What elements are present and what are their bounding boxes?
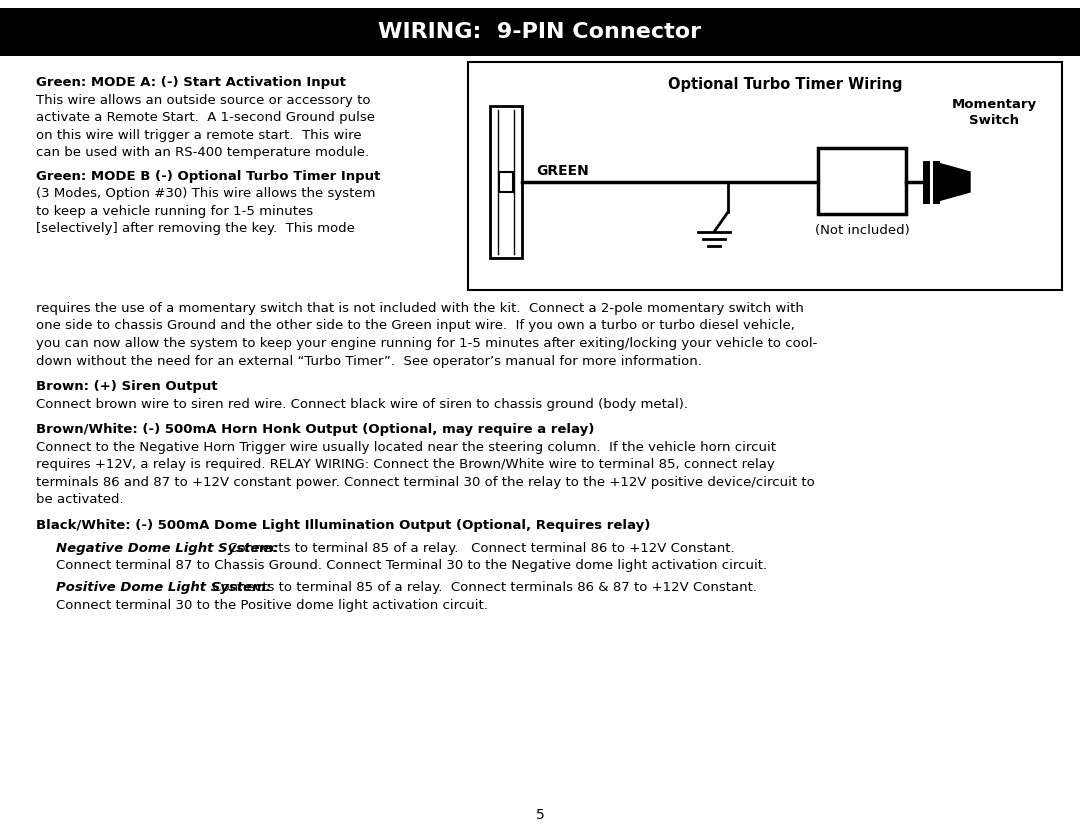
Text: on this wire will trigger a remote start.  This wire: on this wire will trigger a remote start… — [36, 128, 362, 142]
Text: Brown/White: (-) 500mA Horn Honk Output (Optional, may require a relay): Brown/White: (-) 500mA Horn Honk Output … — [36, 423, 594, 436]
Text: Green: MODE B (-) Optional Turbo Timer Input: Green: MODE B (-) Optional Turbo Timer I… — [36, 169, 380, 183]
Text: terminals 86 and 87 to +12V constant power. Connect terminal 30 of the relay to : terminals 86 and 87 to +12V constant pow… — [36, 475, 814, 489]
Text: one side to chassis Ground and the other side to the Green input wire.  If you o: one side to chassis Ground and the other… — [36, 319, 795, 333]
Text: Connect terminal 30 to the Positive dome light activation circuit.: Connect terminal 30 to the Positive dome… — [56, 599, 488, 611]
Text: be activated.: be activated. — [36, 493, 123, 506]
Text: you can now allow the system to keep your engine running for 1-5 minutes after e: you can now allow the system to keep you… — [36, 337, 818, 350]
Text: Optional Turbo Timer Wiring: Optional Turbo Timer Wiring — [667, 77, 902, 92]
Text: Connect terminal 87 to Chassis Ground. Connect Terminal 30 to the Negative dome : Connect terminal 87 to Chassis Ground. C… — [56, 560, 767, 572]
Text: Positive Dome Light System:: Positive Dome Light System: — [56, 581, 271, 594]
Text: (Not included): (Not included) — [814, 224, 909, 237]
Polygon shape — [934, 162, 970, 202]
Text: requires the use of a momentary switch that is not included with the kit.  Conne: requires the use of a momentary switch t… — [36, 302, 804, 315]
Text: [selectively] after removing the key.  This mode: [selectively] after removing the key. Th… — [36, 222, 355, 235]
Text: Momentary
Switch: Momentary Switch — [951, 98, 1037, 127]
Text: Negative Dome Light System:: Negative Dome Light System: — [56, 542, 279, 555]
Text: Black/White: (-) 500mA Dome Light Illumination Output (Optional, Requires relay): Black/White: (-) 500mA Dome Light Illumi… — [36, 519, 650, 531]
Text: Connects to terminal 85 of a relay.   Connect terminal 86 to +12V Constant.: Connects to terminal 85 of a relay. Conn… — [224, 542, 734, 555]
Text: Brown: (+) Siren Output: Brown: (+) Siren Output — [36, 380, 218, 393]
Bar — [818, 148, 906, 214]
Text: Connect to the Negative Horn Trigger wire usually located near the steering colu: Connect to the Negative Horn Trigger wir… — [36, 440, 777, 454]
Text: Green: MODE A: (-) Start Activation Input: Green: MODE A: (-) Start Activation Inpu… — [36, 76, 346, 89]
Bar — [490, 106, 522, 258]
Text: activate a Remote Start.  A 1-second Ground pulse: activate a Remote Start. A 1-second Grou… — [36, 111, 375, 124]
Text: WIRING:  9-PIN Connector: WIRING: 9-PIN Connector — [378, 22, 702, 42]
Text: (3 Modes, Option #30) This wire allows the system: (3 Modes, Option #30) This wire allows t… — [36, 187, 376, 200]
Bar — [499, 172, 513, 192]
Text: requires +12V, a relay is required. RELAY WIRING: Connect the Brown/White wire t: requires +12V, a relay is required. RELA… — [36, 458, 774, 471]
Bar — [0, 8, 1080, 56]
Bar — [468, 62, 1062, 290]
Text: This wire allows an outside source or accessory to: This wire allows an outside source or ac… — [36, 93, 370, 107]
Text: GREEN: GREEN — [536, 164, 589, 178]
Text: down without the need for an external “Turbo Timer”.  See operator’s manual for : down without the need for an external “T… — [36, 354, 702, 368]
Text: can be used with an RS-400 temperature module.: can be used with an RS-400 temperature m… — [36, 146, 369, 159]
Text: Connect brown wire to siren red wire. Connect black wire of siren to chassis gro: Connect brown wire to siren red wire. Co… — [36, 398, 688, 410]
Text: to keep a vehicle running for 1-5 minutes: to keep a vehicle running for 1-5 minute… — [36, 204, 313, 218]
Text: 5: 5 — [536, 808, 544, 822]
Text: Connects to terminal 85 of a relay.  Connect terminals 86 & 87 to +12V Constant.: Connects to terminal 85 of a relay. Conn… — [208, 581, 757, 594]
